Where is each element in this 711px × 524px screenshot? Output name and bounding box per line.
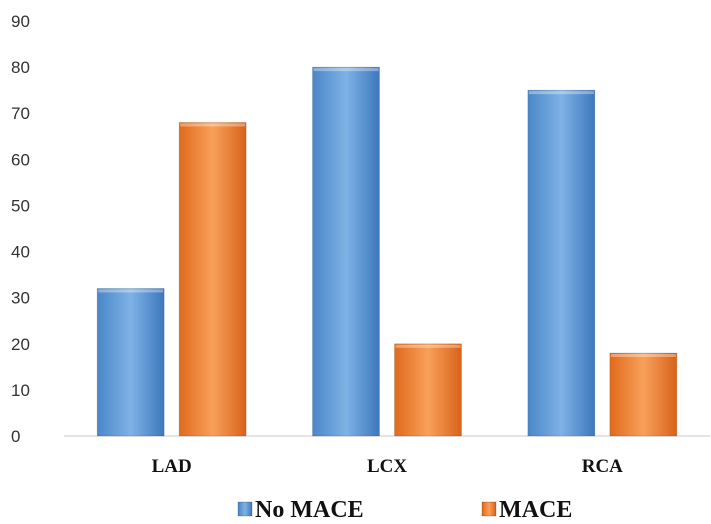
x-axis-category-labels: LAD LCX RCA: [152, 456, 624, 477]
y-tick-label: 80: [11, 58, 30, 77]
y-tick-label: 50: [11, 196, 30, 215]
bar-highlight: [610, 354, 676, 357]
bar-no-mace-lad: [96, 287, 165, 437]
bar-highlight: [395, 344, 461, 348]
bar-highlight: [180, 123, 246, 127]
bar-series: [96, 66, 678, 437]
legend-label-no-mace: No MACE: [255, 497, 364, 523]
bar-highlight: [98, 289, 164, 293]
legend-swatch-no-mace: [237, 501, 253, 517]
bar-highlight: [313, 68, 379, 72]
legend-swatch-mace: [481, 501, 497, 517]
x-category-label: LCX: [367, 456, 407, 477]
bar-mace-rca: [609, 352, 678, 437]
bar-mace-lad: [178, 121, 247, 437]
bar-no-mace-lcx: [312, 66, 380, 437]
legend: No MACE MACE: [237, 497, 572, 523]
y-tick-label: 10: [11, 381, 30, 400]
bar-mace-lcx: [394, 343, 462, 437]
x-category-label: RCA: [582, 456, 623, 477]
bar-no-mace-rca: [527, 89, 596, 437]
y-tick-label: 0: [11, 427, 20, 446]
y-axis-tick-labels: 0 10 20 30 40 50 60 70 80 90: [11, 12, 30, 446]
x-category-label: LAD: [152, 456, 192, 477]
y-tick-label: 90: [11, 12, 30, 31]
bar-highlight: [528, 91, 594, 95]
legend-label-mace: MACE: [499, 497, 572, 523]
y-tick-label: 40: [11, 243, 30, 262]
y-tick-label: 20: [11, 335, 30, 354]
y-tick-label: 70: [11, 104, 30, 123]
y-tick-label: 30: [11, 289, 30, 308]
y-tick-label: 60: [11, 150, 30, 169]
